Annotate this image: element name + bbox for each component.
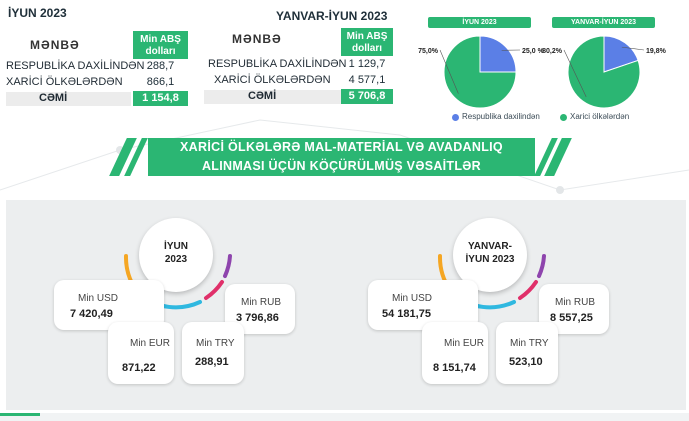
jan-june-unit-header: Min ABŞ dolları xyxy=(341,28,393,56)
pie-data-label: 25,0 % xyxy=(522,48,545,55)
jan-june-period-label: YANVAR-İYUN 2023 xyxy=(465,241,515,265)
pie-jan-june-title: YANVAR-İYUN 2023 xyxy=(552,17,655,28)
row-value: 1 129,7 xyxy=(348,58,386,70)
jan-june-row-domestic: RESPUBLİKA DAXİLİNDƏN 1 129,7 xyxy=(208,57,398,72)
legend-label-domestic: Respublika daxilindən xyxy=(462,112,540,121)
pie-slice-xarici-lk-l-rd-n xyxy=(443,35,517,109)
june-usd-card: Min USD 7 420,49 xyxy=(54,280,164,330)
pie-data-label: 80,2% xyxy=(542,48,563,55)
banner: XARİCİ ÖLKƏLƏRƏ MAL-MATERİAL VƏ AVADANLI… xyxy=(148,138,535,176)
eur-label: Min EUR xyxy=(444,338,485,349)
legend-swatch-domestic xyxy=(452,114,459,121)
pie-leader-line xyxy=(439,49,459,94)
eur-value: 8 151,74 xyxy=(433,362,476,374)
jan-june-eur-card: Min EUR 8 151,74 xyxy=(422,322,488,384)
eur-value: 871,22 xyxy=(122,362,156,374)
row-label: RESPUBLİKA DAXİLİNDƏN xyxy=(6,60,145,72)
june-eur-card: Min EUR 871,22 xyxy=(108,322,174,384)
usd-label: Min USD xyxy=(78,293,119,304)
row-label: CƏMİ xyxy=(39,92,68,104)
pie-june-title: İYUN 2023 xyxy=(428,17,531,28)
rub-label: Min RUB xyxy=(241,297,282,308)
pie-leader-line xyxy=(563,49,587,97)
usd-value: 54 181,75 xyxy=(382,308,431,320)
jan-june-table-title: YANVAR-İYUN 2023 xyxy=(276,9,388,23)
row-value: 1 154,8 xyxy=(133,91,188,106)
try-label: Min TRY xyxy=(510,338,549,349)
row-value: 5 706,8 xyxy=(341,89,393,104)
june-rub-card: Min RUB 3 796,86 xyxy=(225,284,295,334)
legend-swatch-foreign xyxy=(560,114,567,121)
june-table-title: İYUN 2023 xyxy=(8,6,67,20)
pie-legend: Respublika daxilindən Xarici ölkələrdən xyxy=(452,112,672,124)
try-value: 288,91 xyxy=(195,356,229,368)
pie-charts: 25,0 % 75,0% 19,8% 80,2% xyxy=(418,35,667,109)
jan-june-try-card: Min TRY 523,10 xyxy=(496,322,558,384)
pie-slice-xarici-lk-l-rd-n xyxy=(567,35,641,109)
june-source-header: MƏNBƏ xyxy=(30,38,80,52)
row-value: 866,1 xyxy=(146,76,175,88)
rub-value: 3 796,86 xyxy=(236,312,279,324)
row-label: XARİCİ ÖLKƏLƏRDƏN xyxy=(6,76,123,88)
june-period-badge: İYUN 2023 xyxy=(139,218,213,292)
jan-june-row-foreign: XARİCİ ÖLKƏLƏRDƏN 4 577,1 xyxy=(208,73,398,88)
legend-label-foreign: Xarici ölkələrdən xyxy=(570,112,630,121)
row-label: RESPUBLİKA DAXİLİNDƏN xyxy=(208,58,347,70)
try-label: Min TRY xyxy=(196,338,235,349)
june-row-foreign: XARİCİ ÖLKƏLƏRDƏN 866,1 xyxy=(6,75,190,90)
pie-data-label: 75,0% xyxy=(418,48,439,55)
june-row-total: CƏMİ 1 154,8 xyxy=(6,91,190,106)
row-value: 288,7 xyxy=(146,60,175,72)
try-value: 523,10 xyxy=(509,356,543,368)
june-period-label: İYUN 2023 xyxy=(164,241,188,265)
jan-june-total-bar xyxy=(204,90,341,104)
rub-label: Min RUB xyxy=(555,297,596,308)
pie-slice-respublika-daxilind-n xyxy=(479,35,517,73)
jan-june-period-badge: YANVAR-İYUN 2023 xyxy=(453,218,527,292)
pie-leader-line xyxy=(621,46,645,51)
banner-line-2: ALINMASI ÜÇÜN KÖÇÜRÜLMÜŞ VƏSAİTLƏR xyxy=(201,159,482,173)
row-value: 4 577,1 xyxy=(348,74,386,86)
june-try-card: Min TRY 288,91 xyxy=(182,322,244,384)
row-label: CƏMİ xyxy=(248,90,277,102)
june-row-domestic: RESPUBLİKA DAXİLİNDƏN 288,7 xyxy=(6,59,190,74)
june-total-bar xyxy=(6,92,131,106)
eur-label: Min EUR xyxy=(130,338,171,349)
june-unit-header: Min ABŞ dolları xyxy=(133,31,188,59)
banner-line-1: XARİCİ ÖLKƏLƏRƏ MAL-MATERİAL VƏ AVADANLI… xyxy=(180,140,503,154)
usd-value: 7 420,49 xyxy=(70,308,113,320)
pie-data-label: 19,8% xyxy=(646,48,667,55)
jan-june-source-header: MƏNBƏ xyxy=(232,32,282,46)
usd-label: Min USD xyxy=(392,293,433,304)
jan-june-row-total: CƏMİ 5 706,8 xyxy=(208,89,398,104)
jan-june-usd-card: Min USD 54 181,75 xyxy=(368,280,478,330)
rub-value: 8 557,25 xyxy=(550,312,593,324)
row-label: XARİCİ ÖLKƏLƏRDƏN xyxy=(214,74,331,86)
